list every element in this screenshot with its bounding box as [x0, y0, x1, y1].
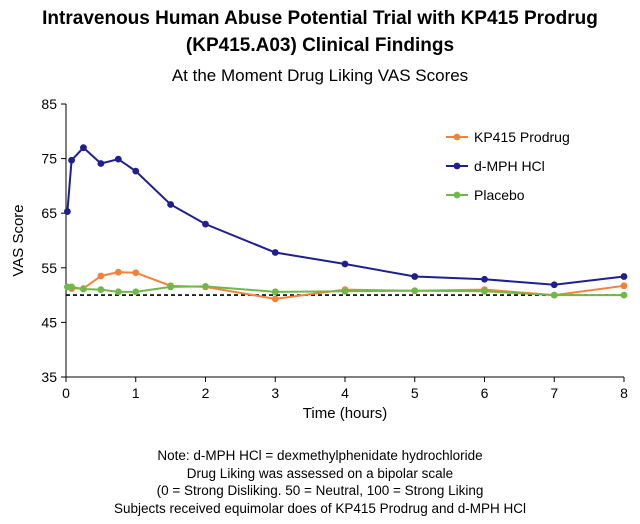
data-point-kp415-prodrug: [620, 282, 628, 290]
data-point-d-mph-hcl: [68, 156, 75, 164]
data-point-d-mph-hcl: [341, 260, 349, 268]
data-point-d-mph-hcl: [481, 275, 488, 283]
x-tick-label: 4: [341, 385, 349, 401]
chart-subtitle: At the Moment Drug Liking VAS Scores: [171, 66, 469, 85]
x-tick-label: 5: [411, 385, 419, 401]
data-point-placebo: [167, 283, 175, 291]
x-tick-label: 6: [481, 385, 489, 401]
footnote-line-2: Drug Liking was assessed on a bipolar sc…: [186, 465, 454, 481]
y-tick-label: 35: [41, 369, 57, 385]
footnote: Note: d-MPH HCl = dexmethylphenidate hyd…: [0, 447, 640, 517]
y-tick-label: 85: [41, 96, 57, 112]
footnote-line-4: Subjects received equimolar does of KP41…: [114, 500, 526, 516]
legend-label-d-mph-hcl: d-MPH HCl: [474, 158, 545, 174]
y-tick-label: 45: [41, 314, 57, 330]
data-point-placebo: [271, 288, 279, 296]
data-point-placebo: [550, 291, 558, 299]
chart-title-line-1: Intravenous Human Abuse Potential Trial …: [42, 8, 598, 29]
data-point-d-mph-hcl: [620, 273, 628, 280]
data-point-placebo: [481, 287, 488, 295]
data-point-d-mph-hcl: [63, 208, 71, 215]
data-point-placebo: [80, 285, 87, 293]
y-tick-label: 65: [41, 205, 57, 221]
data-point-placebo: [132, 288, 140, 296]
y-tick-label: 55: [41, 260, 57, 276]
data-point-kp415-prodrug: [132, 269, 140, 277]
data-point-d-mph-hcl: [411, 273, 419, 280]
data-point-d-mph-hcl: [202, 220, 209, 228]
data-point-placebo: [114, 288, 122, 296]
x-tick-label: 3: [271, 385, 279, 401]
data-point-placebo: [620, 291, 628, 299]
x-tick-label: 2: [202, 385, 210, 401]
legend-marker-d-mph-hcl: [453, 162, 461, 170]
chart-title-line-2: (KP415.A03) Clinical Findings: [185, 35, 455, 56]
data-point-d-mph-hcl: [132, 167, 140, 175]
data-point-d-mph-hcl: [97, 160, 105, 167]
data-point-d-mph-hcl: [167, 201, 175, 208]
data-point-placebo: [202, 282, 209, 290]
data-point-d-mph-hcl: [550, 281, 558, 289]
series-line-d-mph-hcl: [66, 146, 625, 286]
x-tick-label: 1: [132, 385, 140, 401]
data-point-placebo: [97, 286, 105, 294]
y-axis-label: VAS Score: [10, 204, 27, 276]
data-point-placebo: [341, 287, 349, 295]
legend-marker-placebo: [453, 191, 461, 199]
data-point-placebo: [68, 283, 75, 291]
legend-label-kp415-prodrug: KP415 Prodrug: [474, 129, 570, 145]
data-point-d-mph-hcl: [271, 249, 279, 256]
data-point-d-mph-hcl: [80, 144, 87, 152]
data-point-placebo: [411, 287, 419, 295]
x-axis-label: Time (hours): [303, 405, 387, 422]
data-point-d-mph-hcl: [114, 155, 122, 163]
x-tick-label: 7: [550, 385, 558, 401]
data-point-kp415-prodrug: [271, 295, 279, 303]
data-point-kp415-prodrug: [114, 268, 122, 276]
x-tick-label: 8: [620, 385, 628, 401]
footnote-line-1: Note: d-MPH HCl = dexmethylphenidate hyd…: [157, 448, 483, 463]
legend-label-placebo: Placebo: [474, 187, 525, 203]
data-point-kp415-prodrug: [97, 272, 105, 280]
y-tick-label: 75: [41, 151, 57, 167]
x-tick-label: 0: [62, 385, 70, 401]
footnote-line-3: (0 = Strong Disliking. 50 = Neutral, 100…: [156, 483, 484, 498]
legend-marker-kp415-prodrug: [453, 133, 461, 141]
